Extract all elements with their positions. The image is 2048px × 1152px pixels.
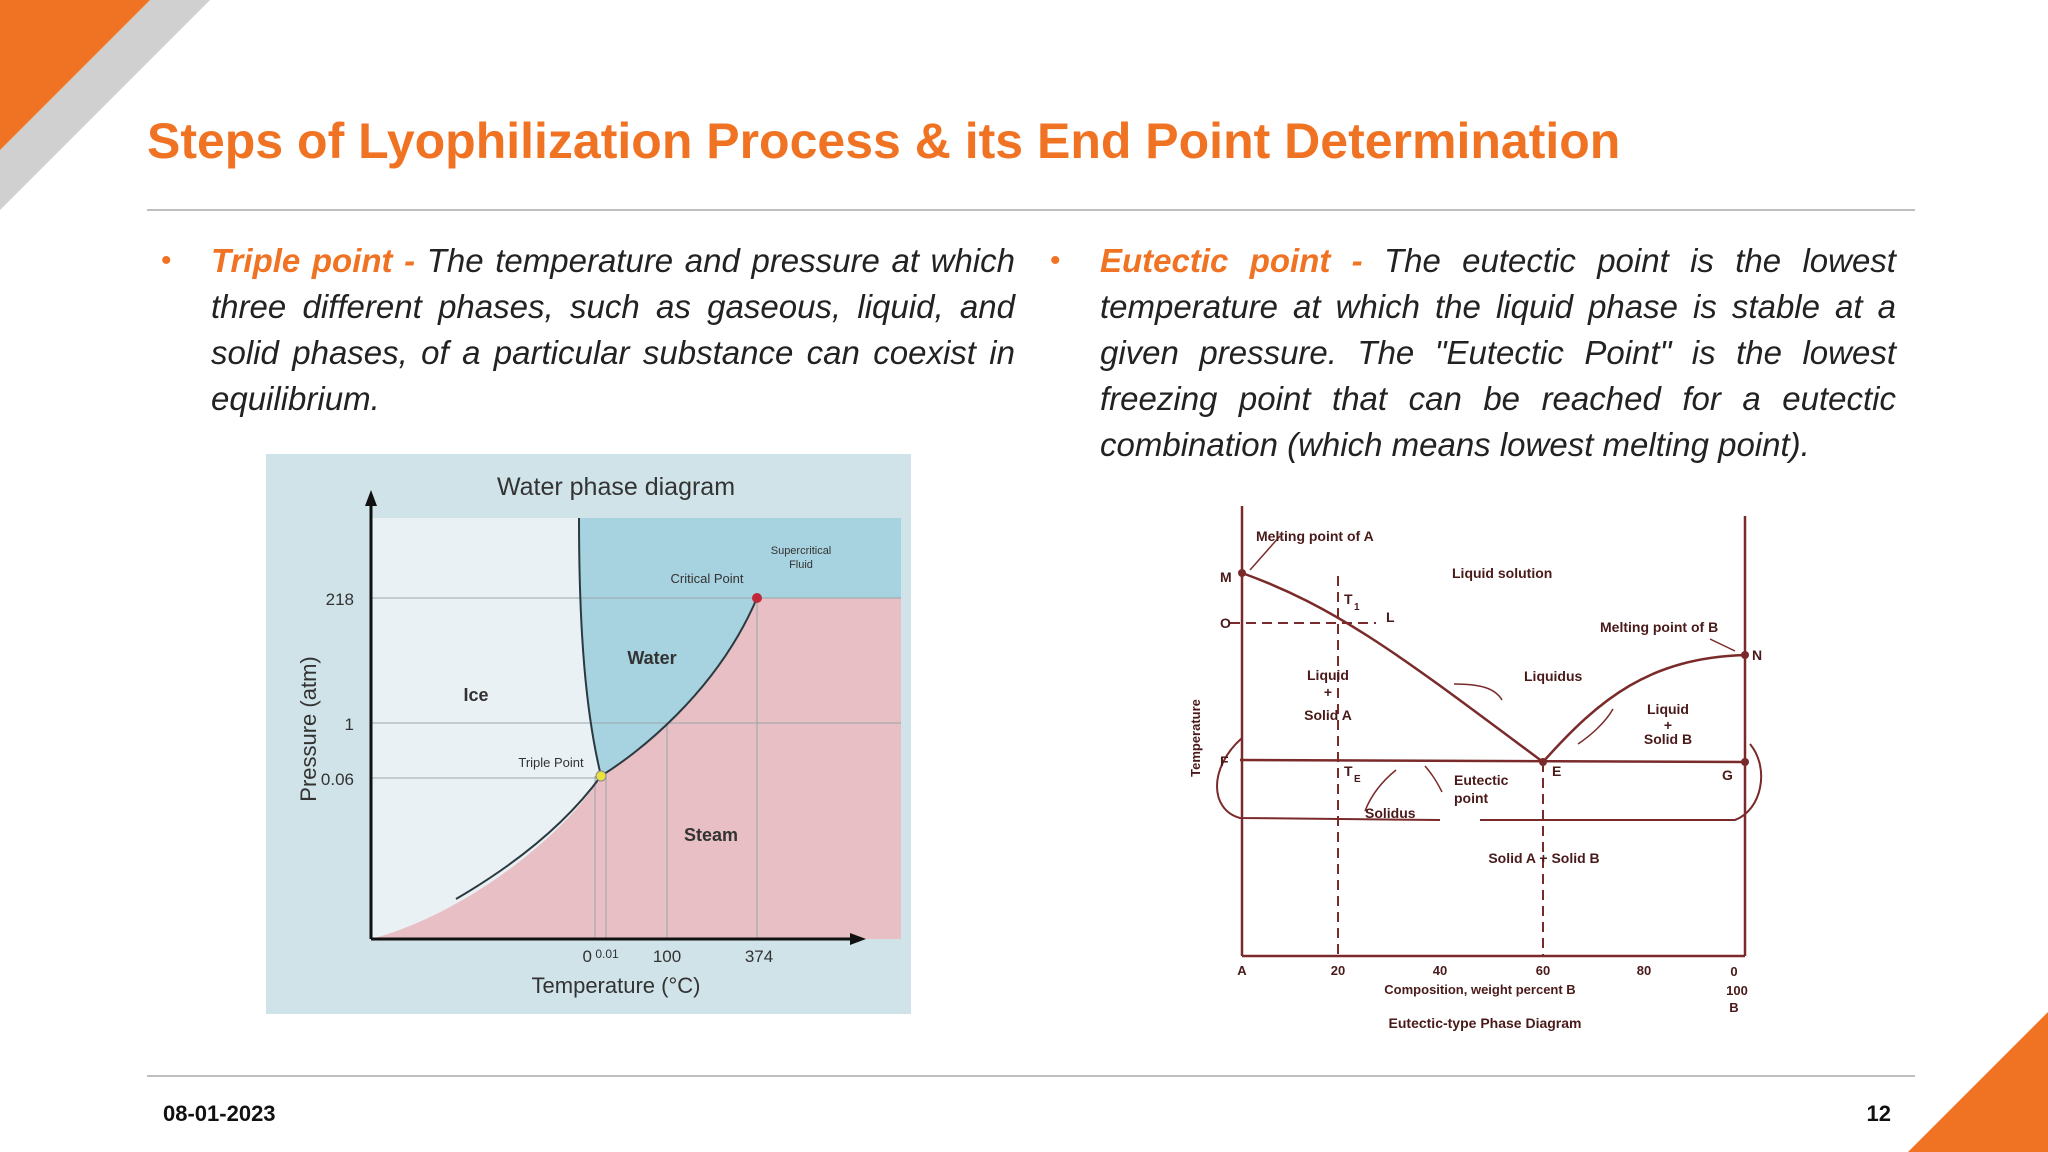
liquid-solid-b-label: Liquid xyxy=(1647,701,1689,717)
x-tick-label: 40 xyxy=(1433,963,1447,978)
point-letter: F xyxy=(1220,753,1229,769)
point-letter: G xyxy=(1722,767,1733,783)
liquid-solid-b-label: Solid B xyxy=(1644,731,1692,747)
bullet-text: The eutectic point is the lowest tempera… xyxy=(1100,242,1896,463)
x-end-label: B xyxy=(1729,1000,1738,1015)
water-region xyxy=(579,518,901,776)
grid-lines xyxy=(371,597,901,939)
solidus-label: Solidus xyxy=(1365,805,1416,821)
slide-title: Steps of Lyophilization Process & its En… xyxy=(147,113,1621,169)
region-labels: Melting point of A Liquid solution Melti… xyxy=(1256,528,1718,866)
y-tick-label: 218 xyxy=(326,590,354,609)
point-letter: N xyxy=(1752,647,1762,663)
vaporization-curve xyxy=(600,597,758,777)
x-tick-label: 100 xyxy=(653,947,681,966)
x-tick-labels: A 20 40 60 80 0 100 B xyxy=(1237,963,1748,1015)
y-axis-label: Temperature xyxy=(1188,699,1203,777)
x-tick-label: 0 xyxy=(583,947,592,966)
diagram-lines xyxy=(1216,506,1763,958)
point-letter: M xyxy=(1220,569,1232,585)
point-letter: T xyxy=(1344,591,1353,607)
title-divider xyxy=(147,209,1915,211)
bullet-text: The temperature and pressure at which th… xyxy=(211,242,1015,417)
x-tick-label: 20 xyxy=(1331,963,1345,978)
point-marker xyxy=(1741,758,1749,766)
point-letter: E xyxy=(1354,774,1361,785)
water-phase-diagram: Water phase diagram Pressure (atm) Tempe… xyxy=(266,454,911,1014)
point-letter: L xyxy=(1386,609,1395,625)
corner-decoration-bottom-right xyxy=(1908,1012,2048,1152)
supercritical-label: Fluid xyxy=(789,559,813,571)
ice-label: Ice xyxy=(463,685,488,705)
steam-label: Steam xyxy=(684,825,738,845)
diagram-caption: Eutectic-type Phase Diagram xyxy=(1389,1015,1582,1031)
solid-ab-label: Solid A + Solid B xyxy=(1488,850,1599,866)
melting-point-a-label: Melting point of A xyxy=(1256,528,1374,544)
bullet-term: Eutectic point - xyxy=(1100,242,1363,279)
eutectic-point-label: point xyxy=(1454,790,1489,806)
melting-curve xyxy=(578,517,602,777)
triple-point-label: Triple Point xyxy=(518,755,584,770)
x-end-label: 0 xyxy=(1730,964,1737,979)
diagram-title: Water phase diagram xyxy=(497,473,735,501)
eutectic-phase-diagram: M O T 1 L N F T E E G Melting point of A… xyxy=(1188,506,1763,1031)
triple-point-marker xyxy=(595,770,607,782)
point-marker xyxy=(1741,651,1749,659)
callout-arrows xyxy=(1249,535,1736,812)
y-tick-label: 1 xyxy=(345,715,354,734)
x-tick-label: 60 xyxy=(1536,963,1550,978)
critical-point-marker xyxy=(752,593,762,603)
footer-divider xyxy=(147,1075,1915,1077)
point-letters: M O T 1 L N F T E E G xyxy=(1220,569,1762,785)
melting-point-b-label: Melting point of B xyxy=(1600,619,1718,635)
bullet-dot-icon: • xyxy=(161,244,172,277)
x-tick-label: 374 xyxy=(745,947,773,966)
steam-region xyxy=(371,598,901,939)
point-marker xyxy=(1238,569,1246,577)
point-letter: T xyxy=(1344,763,1353,779)
x-tick-label: 80 xyxy=(1637,963,1651,978)
y-axis-label: Pressure (atm) xyxy=(296,656,321,801)
liquid-solid-a-label: Liquid xyxy=(1307,667,1349,683)
bullet-eutectic-point: • Eutectic point - The eutectic point is… xyxy=(1050,238,1896,468)
x-end-label: 100 xyxy=(1726,983,1748,998)
supercritical-label: Supercritical xyxy=(771,545,832,557)
sublimation-curve xyxy=(455,775,602,900)
x-axis-label: Composition, weight percent B xyxy=(1384,982,1575,997)
x-tick-label: 0.01 xyxy=(595,947,619,961)
water-label: Water xyxy=(627,648,676,668)
eutectic-point-label: Eutectic xyxy=(1454,772,1509,788)
liquidus-label: Liquidus xyxy=(1524,668,1583,684)
liquid-solid-b-label: + xyxy=(1664,717,1672,733)
point-letter: E xyxy=(1552,763,1561,779)
bullet-triple-point: • Triple point - The temperature and pre… xyxy=(161,238,1015,422)
point-letter: O xyxy=(1220,615,1231,631)
point-marker xyxy=(1539,758,1547,766)
point-letter: 1 xyxy=(1354,602,1360,613)
liquid-solution-label: Liquid solution xyxy=(1452,565,1552,581)
x-axis-arrow-icon xyxy=(850,933,866,945)
y-axis-arrow-icon xyxy=(365,490,377,506)
bullet-term: Triple point - xyxy=(211,242,416,279)
liquid-solid-a-label: + xyxy=(1324,684,1332,700)
page-number: 12 xyxy=(1866,1101,1891,1126)
slide-date: 08-01-2023 xyxy=(163,1101,276,1126)
corner-decoration-top-left xyxy=(0,0,210,210)
x-axis-label: Temperature (°C) xyxy=(532,973,701,998)
bullet-dot-icon: • xyxy=(1050,244,1061,277)
liquid-solid-a-label: Solid A xyxy=(1304,707,1352,723)
x-tick-label: A xyxy=(1237,963,1247,978)
critical-point-label: Critical Point xyxy=(671,571,744,586)
y-tick-label: 0.06 xyxy=(321,770,354,789)
